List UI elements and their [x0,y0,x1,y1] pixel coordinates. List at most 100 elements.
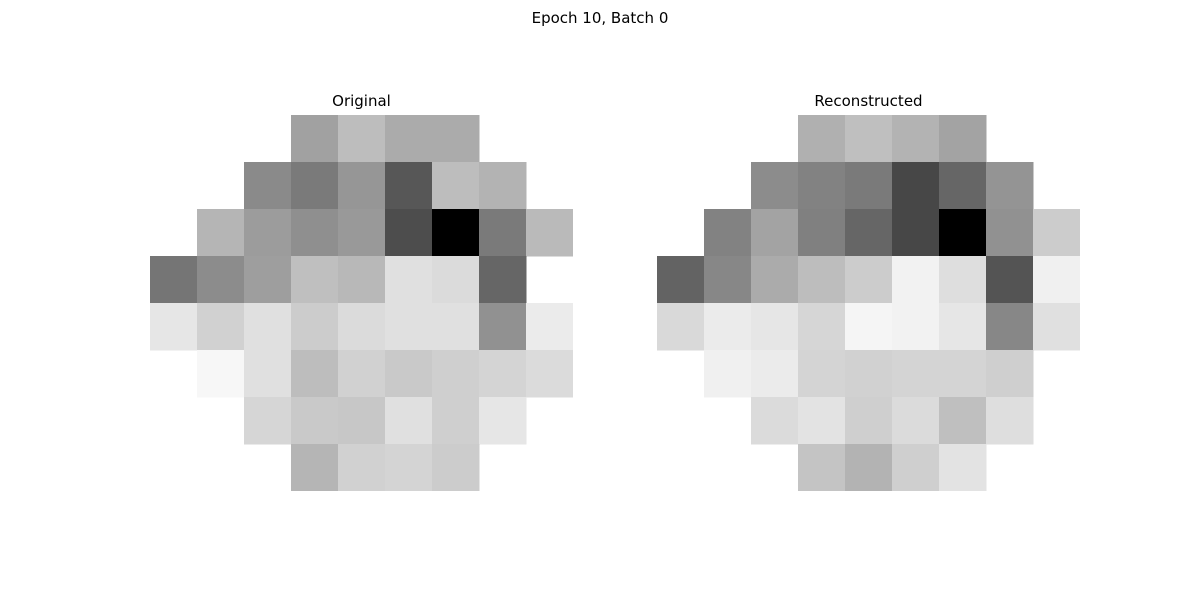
original-cell-r2-c4 [338,209,386,257]
reconstructed-cell-r3-c0 [657,256,705,304]
reconstructed-panel-title: Reconstructed [814,92,923,110]
original-cell-r6-c5 [385,397,433,445]
reconstructed-cell-r1-c4 [845,162,893,210]
reconstructed-cell-r1-c7 [986,162,1034,210]
reconstructed-panel: Reconstructed [657,91,1080,491]
original-cell-r2-c6 [432,209,480,257]
reconstructed-cell-r7-c5 [892,444,940,491]
reconstructed-cell-r2-c4 [845,209,893,257]
reconstructed-cell-r4-c6 [939,303,987,351]
original-cell-r4-c6 [432,303,480,351]
original-cell-r3-c6 [432,256,480,304]
original-cell-r5-c4 [338,350,386,398]
original-cell-r3-c2 [244,256,292,304]
reconstructed-cell-r3-c3 [798,256,846,304]
original-cell-r2-c5 [385,209,433,257]
original-cell-r4-c0 [150,303,198,351]
original-cell-r7-c3 [291,444,339,491]
reconstructed-cell-r2-c1 [704,209,752,257]
original-cell-r3-c7 [479,256,527,304]
reconstructed-cell-r1-c5 [892,162,940,210]
reconstructed-cell-r7-c4 [845,444,893,491]
original-cell-r0-c3 [291,115,339,163]
original-cell-r6-c2 [244,397,292,445]
figure-suptitle: Epoch 10, Batch 0 [531,9,669,27]
original-cell-r7-c5 [385,444,433,491]
reconstructed-cell-r4-c1 [704,303,752,351]
reconstructed-cell-r6-c6 [939,397,987,445]
reconstructed-cell-r4-c3 [798,303,846,351]
original-cell-r0-c6 [432,115,480,163]
original-cell-r6-c7 [479,397,527,445]
reconstructed-cell-r0-c6 [939,115,987,163]
original-cell-r1-c4 [338,162,386,210]
original-cell-r3-c5 [385,256,433,304]
reconstructed-cell-r6-c2 [751,397,799,445]
reconstructed-cell-r4-c0 [657,303,705,351]
original-cell-r5-c8 [526,350,573,398]
original-cell-r0-c5 [385,115,433,163]
original-cell-r6-c6 [432,397,480,445]
original-cell-r5-c2 [244,350,292,398]
original-cell-r2-c7 [479,209,527,257]
reconstructed-cell-r3-c2 [751,256,799,304]
reconstructed-cell-r2-c3 [798,209,846,257]
original-cell-r2-c8 [526,209,573,257]
reconstructed-cell-r3-c4 [845,256,893,304]
original-cell-r6-c4 [338,397,386,445]
original-cell-r5-c6 [432,350,480,398]
reconstructed-cell-r0-c4 [845,115,893,163]
original-cell-r3-c0 [150,256,198,304]
reconstructed-cell-r5-c2 [751,350,799,398]
original-cell-r3-c4 [338,256,386,304]
original-cell-r7-c4 [338,444,386,491]
reconstructed-cell-r5-c1 [704,350,752,398]
reconstructed-cell-r1-c2 [751,162,799,210]
original-cell-r1-c3 [291,162,339,210]
original-cell-r1-c5 [385,162,433,210]
original-cell-r0-c4 [338,115,386,163]
reconstructed-cell-r4-c5 [892,303,940,351]
reconstructed-cell-r2-c6 [939,209,987,257]
original-cell-r4-c3 [291,303,339,351]
original-cell-r3-c3 [291,256,339,304]
original-panel: Original [150,91,573,491]
original-cell-r5-c1 [197,350,245,398]
reconstructed-cell-r5-c5 [892,350,940,398]
reconstructed-cell-r1-c6 [939,162,987,210]
reconstructed-cell-r1-c3 [798,162,846,210]
original-cell-r7-c6 [432,444,480,491]
reconstructed-cell-r3-c7 [986,256,1034,304]
original-cell-r2-c1 [197,209,245,257]
reconstructed-cell-r4-c8 [1033,303,1080,351]
reconstructed-cell-r0-c3 [798,115,846,163]
reconstructed-cell-r3-c5 [892,256,940,304]
original-cell-r3-c1 [197,256,245,304]
reconstructed-cell-r0-c5 [892,115,940,163]
reconstructed-cell-r4-c4 [845,303,893,351]
reconstructed-cell-r3-c6 [939,256,987,304]
original-cell-r5-c5 [385,350,433,398]
original-cell-r4-c7 [479,303,527,351]
original-cell-r1-c6 [432,162,480,210]
original-cell-r4-c1 [197,303,245,351]
reconstructed-cell-r5-c7 [986,350,1034,398]
reconstructed-cell-r2-c7 [986,209,1034,257]
original-cell-r5-c7 [479,350,527,398]
original-panel-title: Original [332,92,391,110]
reconstructed-cell-r2-c5 [892,209,940,257]
original-cell-r4-c4 [338,303,386,351]
reconstructed-cell-r4-c7 [986,303,1034,351]
original-cell-r4-c5 [385,303,433,351]
reconstructed-heatmap [657,115,1080,491]
original-cell-r6-c3 [291,397,339,445]
reconstructed-cell-r5-c6 [939,350,987,398]
reconstructed-cell-r6-c5 [892,397,940,445]
reconstructed-cell-r6-c3 [798,397,846,445]
original-cell-r1-c7 [479,162,527,210]
original-heatmap [150,115,573,491]
reconstructed-cell-r7-c3 [798,444,846,491]
reconstructed-cell-r7-c6 [939,444,987,491]
original-cell-r5-c3 [291,350,339,398]
